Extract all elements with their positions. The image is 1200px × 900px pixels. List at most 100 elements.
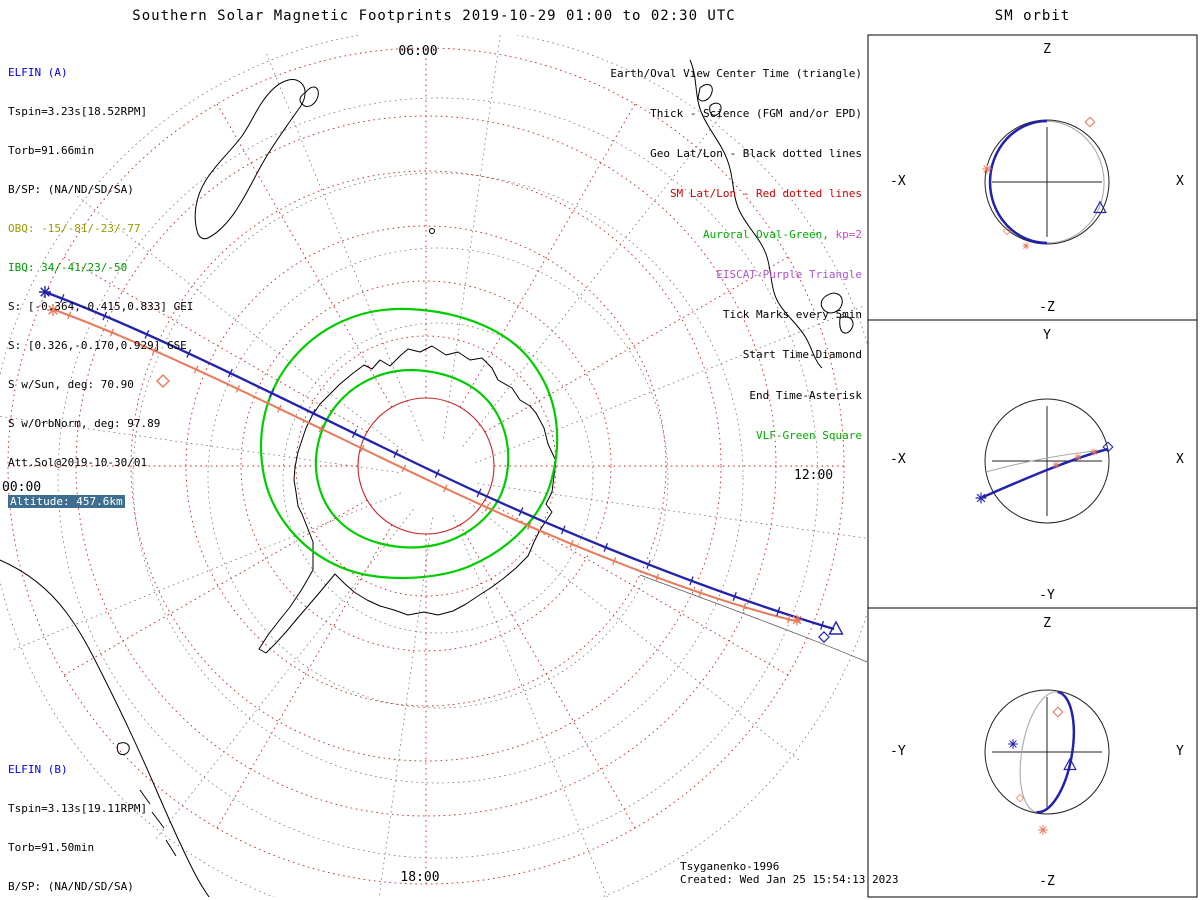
orbit-far-side <box>985 449 1109 473</box>
axis-crosshair <box>992 406 1102 516</box>
orbit-near-side <box>982 447 1109 499</box>
elfin-a-end-asterisk-marker <box>39 286 51 298</box>
info-line: IBQ: 34/-41/23/-50 <box>8 261 128 274</box>
elfin-a-title: ELFIN (A) <box>8 66 68 79</box>
info-line-altitude: Altitude: 457.6km <box>8 495 193 508</box>
page-title: Southern Solar Magnetic Footprints 2019-… <box>132 8 736 24</box>
orbit-column-border <box>867 34 1198 898</box>
info-line: Torb=91.66min <box>8 144 95 157</box>
legend-item: Earth/Oval View Center Time (triangle) <box>610 66 862 80</box>
info-line: Torb=91.50min <box>8 841 95 854</box>
orbit3-small-diamond-marker <box>1015 793 1025 803</box>
orbit3-axis-bottom-label: -Z <box>1039 874 1055 889</box>
elfin-a-footprint-track <box>44 290 835 631</box>
sm-orbit-title: SM orbit <box>994 8 1071 24</box>
center-time-triangle-marker <box>828 620 844 635</box>
elfin-b-asterisk-marker <box>791 614 803 626</box>
elfin-a-info-block: ELFIN (A) Tspin=3.23s[18.52RPM] Torb=91.… <box>8 40 193 521</box>
legend-item: End Time-Asterisk <box>749 388 862 402</box>
orbit1-asterisk-marker <box>982 164 992 174</box>
orbit3-asterisk-orange-marker <box>1038 825 1048 835</box>
small-island-2 <box>429 228 435 234</box>
info-line: S: [0.326,-0.170,0.929] GSE <box>8 339 187 352</box>
south-america-archipelago <box>116 742 177 857</box>
orbit1-axis-left-label: -X <box>890 174 906 189</box>
orbit1-small-diamond-marker <box>1002 226 1012 236</box>
geo-latlon-grid <box>0 35 868 897</box>
elfin-b-info-block: ELFIN (B) Tspin=3.13s[19.11RPM] Torb=91.… <box>8 737 193 900</box>
info-line: S: [-0.364,-0.415,0.833] GEI <box>8 300 194 313</box>
orbit3-axis-left-label: -Y <box>890 744 906 759</box>
orbit1-axis-right-label: X <box>1176 174 1184 189</box>
new-zealand-island-1 <box>697 84 713 102</box>
orbit2-axis-right-label: X <box>1176 452 1184 467</box>
orbit-panel-xz <box>982 116 1110 250</box>
antarctica-coastline <box>258 345 557 654</box>
orbit1-small-asterisk-marker <box>1022 242 1030 250</box>
orbit1-axis-bottom-label: -Z <box>1039 300 1055 315</box>
legend-item: VLF-Green Square <box>756 428 862 442</box>
info-line: OBQ: -15/-81/-23/-77 <box>8 222 141 235</box>
legend-item: Auroral Oval-Green, kp=2 <box>703 227 862 241</box>
orbit-near-side <box>1036 690 1076 814</box>
info-line: Tspin=3.23s[18.52RPM] <box>8 105 148 118</box>
credits-block: Tsyganenko-1996 Created: Wed Jan 25 15:5… <box>680 860 899 886</box>
clock-label-0000: 00:00 <box>2 480 42 495</box>
orbit2-asterisk-marker <box>975 492 987 504</box>
main-polar-plot <box>0 35 868 897</box>
africa-coastline <box>194 79 306 240</box>
info-line: S w/OrbNorm, deg: 97.89 <box>8 417 161 430</box>
trajectory-tick-marks <box>57 294 827 630</box>
legend-item: Geo Lat/Lon - Black dotted lines <box>650 147 862 161</box>
earth-disk-outline <box>984 689 1110 815</box>
info-line: Att.Sol@2019-10-30/01 <box>8 456 148 469</box>
orbit2-axis-bottom-label: -Y <box>1039 588 1055 603</box>
orbit-panel-xy <box>975 398 1114 524</box>
orbit3-axis-right-label: Y <box>1176 744 1184 759</box>
elfin-b-title: ELFIN (B) <box>8 763 68 776</box>
auroral-oval-inner <box>314 368 510 549</box>
elfin-a-start-diamond-marker <box>818 631 830 643</box>
south-america-coastline <box>0 559 210 897</box>
legend-item: Start Time-Diamond <box>742 348 862 362</box>
small-island-1 <box>839 316 854 334</box>
axis-crosshair <box>992 127 1102 237</box>
earth-disk-outline <box>984 119 1110 245</box>
model-credit: Tsyganenko-1996 <box>680 860 780 873</box>
elfin-b-footprint-track <box>51 308 801 623</box>
orbit1-triangle-marker <box>1093 200 1107 214</box>
trajectory-markers <box>39 286 844 643</box>
earth-disk-outline <box>984 398 1110 524</box>
new-zealand-island-2 <box>709 102 722 116</box>
orbit1-axis-top-label: Z <box>1043 42 1051 57</box>
orbit3-triangle-marker <box>1063 757 1077 771</box>
orbit2-axis-top-label: Y <box>1043 328 1051 343</box>
orbit-continuation-line <box>639 574 868 663</box>
orbit3-diamond-marker <box>1052 706 1064 718</box>
info-line: Tspin=3.13s[19.11RPM] <box>8 802 148 815</box>
coastlines <box>0 59 854 897</box>
created-timestamp: Created: Wed Jan 25 15:54:13 2023 <box>680 873 899 886</box>
clock-label-1800: 18:00 <box>400 870 440 885</box>
trajectory-tick-marks <box>65 311 793 624</box>
legend-item: EISCAT-Purple Triangle <box>716 267 862 281</box>
tasmania-island <box>820 292 843 314</box>
australia-coastline <box>689 59 823 369</box>
auroral-oval-kp2 <box>259 307 559 580</box>
legend-item: SM Lat/Lon - Red dotted lines <box>669 187 862 201</box>
orbit2-tick-1 <box>1052 461 1060 469</box>
clock-label-1200: 12:00 <box>794 468 834 483</box>
plot-legend: Earth/Oval View Center Time (triangle) T… <box>610 40 862 456</box>
altitude-value: Altitude: 457.6km <box>8 495 125 508</box>
orbit1-diamond-marker <box>1084 116 1096 128</box>
orbit3-asterisk-blue-marker <box>1008 739 1018 749</box>
axis-crosshair <box>992 697 1102 807</box>
auroral-oval-outer <box>259 307 559 580</box>
panel-borders <box>867 34 1198 898</box>
info-line: B/SP: (NA/ND/SD/SA) <box>8 183 134 196</box>
legend-item: Thick - Science (FGM and/or EPD) <box>650 107 862 121</box>
clock-label-0600: 06:00 <box>398 44 438 59</box>
orbit2-tick-2 <box>1074 453 1082 461</box>
info-line: B/SP: (NA/ND/SD/SA) <box>8 880 134 893</box>
